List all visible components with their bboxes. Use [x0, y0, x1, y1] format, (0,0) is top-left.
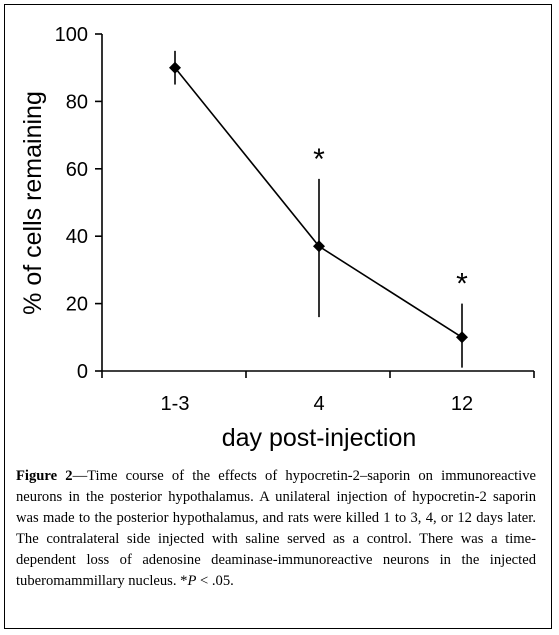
data-point-marker [313, 240, 325, 253]
data-point-marker [169, 61, 181, 74]
caption-p-symbol: P [187, 573, 197, 589]
y-tick-label: 20 [66, 294, 88, 316]
x-axis-label: day post-injection [222, 424, 417, 452]
significance-asterisk: * [456, 268, 468, 301]
figure-frame [4, 4, 552, 629]
x-tick-label: 12 [451, 393, 473, 415]
y-tick-label: 80 [66, 91, 88, 113]
x-axis: 1-3 4 12 [101, 370, 535, 415]
caption-text-end: < .05. [196, 573, 234, 589]
significance-asterisk: * [313, 143, 325, 176]
x-tick-label: 1-3 [161, 393, 190, 415]
x-tick-label: 4 [313, 393, 324, 415]
series-line: ** [169, 50, 468, 368]
y-axis-label: % of cells remaining [19, 91, 47, 315]
y-tick-label: 40 [66, 226, 88, 248]
data-point-marker [456, 331, 468, 344]
y-tick-label: 100 [55, 24, 88, 46]
y-tick-label: 60 [66, 159, 88, 181]
figure-caption: Figure 2—Time course of the effects of h… [16, 466, 536, 592]
caption-text: —Time course of the effects of hypocreti… [16, 468, 536, 589]
caption-figure-label: Figure 2 [16, 468, 73, 484]
y-axis: 0 20 40 60 80 100 [55, 24, 103, 383]
y-tick-label: 0 [77, 361, 88, 383]
